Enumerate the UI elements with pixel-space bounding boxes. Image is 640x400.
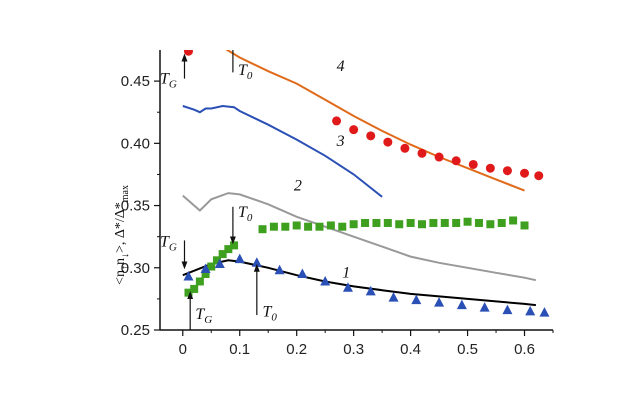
square-marker xyxy=(361,218,370,227)
triangle-marker xyxy=(456,299,467,310)
square-marker xyxy=(429,218,438,227)
triangle-marker xyxy=(320,275,331,286)
square-marker xyxy=(383,218,392,227)
square-marker xyxy=(497,218,506,227)
circle-marker xyxy=(417,148,427,158)
circle-marker xyxy=(349,125,359,135)
x-tick-label: 0.2 xyxy=(286,341,307,358)
triangle-marker xyxy=(539,307,550,317)
series-line-3 xyxy=(182,104,383,198)
square-marker xyxy=(338,222,347,231)
square-marker xyxy=(207,262,216,271)
square-marker xyxy=(201,270,210,278)
circle-marker xyxy=(434,152,444,162)
square-marker xyxy=(463,217,472,226)
triangle-marker xyxy=(297,268,308,278)
circle-marker xyxy=(485,163,495,173)
y-tick-label: 0.45 xyxy=(121,73,150,90)
circle-marker xyxy=(502,166,512,176)
square-marker xyxy=(230,241,239,250)
x-tick-label: 0.3 xyxy=(343,341,364,358)
square-marker xyxy=(195,277,204,286)
square-marker xyxy=(395,220,404,229)
y-tick-label: 0.35 xyxy=(121,198,150,215)
triangle-marker xyxy=(214,258,225,269)
square-marker xyxy=(474,218,483,227)
circle-marker xyxy=(451,156,461,166)
x-tick-label: 0 xyxy=(179,341,187,358)
triangle-marker xyxy=(274,264,285,275)
circle-marker xyxy=(400,143,410,153)
annotation-label-tg: TG xyxy=(160,71,177,91)
triangle-marker xyxy=(525,305,536,316)
circle-marker xyxy=(366,131,376,141)
square-marker xyxy=(486,220,495,229)
data-layer xyxy=(182,50,550,317)
circle-marker xyxy=(468,159,478,169)
x-tick-label: 0.6 xyxy=(514,341,535,358)
square-marker xyxy=(315,222,324,231)
curve-label-4: 4 xyxy=(337,58,345,75)
square-marker xyxy=(292,221,301,230)
circle-marker xyxy=(383,137,393,147)
series-line-2 xyxy=(182,192,537,282)
square-marker xyxy=(224,245,233,254)
triangle-marker xyxy=(411,294,422,305)
triangle-marker xyxy=(183,270,194,281)
circle-marker xyxy=(332,116,342,126)
triangle-marker xyxy=(365,285,376,296)
square-marker xyxy=(440,218,449,227)
annotation-label-t0: T0 xyxy=(263,303,278,323)
curve-label-2: 2 xyxy=(294,178,302,195)
square-marker xyxy=(190,284,199,293)
series-line-1 xyxy=(182,259,537,307)
square-marker xyxy=(349,220,358,229)
annotation-label-tg: TG xyxy=(195,306,212,326)
series-line-4 xyxy=(225,50,525,192)
annotation-label-t0: T0 xyxy=(238,204,253,224)
square-marker xyxy=(304,222,313,231)
circle-marker xyxy=(534,171,544,181)
square-marker xyxy=(372,218,381,227)
curve-label-1: 1 xyxy=(342,265,350,282)
square-marker xyxy=(406,218,415,227)
circle-marker xyxy=(183,50,193,56)
square-marker xyxy=(452,218,461,227)
y-axis-title: <n↑n↓>, Δ*/Δ*max xyxy=(113,185,131,285)
triangle-marker xyxy=(200,263,211,274)
triangle-marker xyxy=(234,253,245,264)
triangle-marker xyxy=(388,292,399,302)
square-marker xyxy=(520,221,529,230)
circle-marker xyxy=(520,168,530,178)
triangle-marker xyxy=(502,304,513,315)
annotation-label-t0: T0 xyxy=(238,62,253,82)
y-tick-label: 0.30 xyxy=(121,260,150,277)
square-marker xyxy=(326,221,335,230)
triangle-marker xyxy=(434,297,445,307)
triangle-marker xyxy=(479,302,490,312)
x-tick-label: 0.5 xyxy=(457,341,478,358)
triangle-marker xyxy=(251,257,262,267)
square-marker xyxy=(418,220,426,229)
square-marker xyxy=(269,222,278,231)
annotation-label-tg: TG xyxy=(160,234,177,254)
triangle-marker xyxy=(342,282,353,292)
square-marker xyxy=(218,250,227,259)
square-marker xyxy=(258,225,267,234)
curve-label-3: 3 xyxy=(336,133,345,150)
square-marker xyxy=(212,256,221,265)
y-tick-label: 0.40 xyxy=(121,135,150,152)
y-tick-label: 0.25 xyxy=(121,322,150,339)
x-tick-label: 0.4 xyxy=(400,341,421,358)
square-marker xyxy=(281,222,290,231)
x-tick-label: 0.1 xyxy=(229,341,250,358)
plot-area: 0 0.1 0.2 0.3 0.4 0.5 0.6 0.25 0.30 0.35 0.40 0.45 1… xyxy=(121,50,554,358)
square-marker xyxy=(509,216,518,225)
